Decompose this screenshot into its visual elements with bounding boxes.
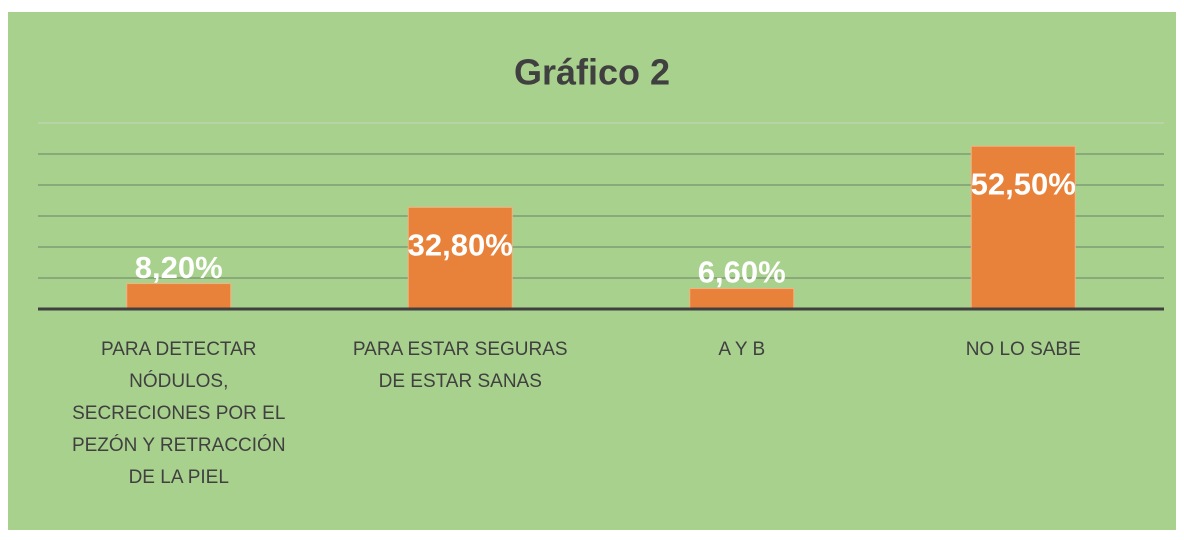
bar — [689, 288, 795, 310]
x-tick-label: A Y B — [718, 339, 766, 360]
chart-title: Gráfico 2 — [514, 52, 670, 93]
x-tick-label: PARA ESTAR SEGURAS DE ESTAR SANAS — [352, 339, 568, 392]
bar — [126, 283, 232, 310]
x-tick-label: NO LO SABE — [965, 339, 1081, 360]
data-label: 6,60% — [698, 255, 786, 290]
x-tick-label: PARA DETECTAR NÓDULOS, SECRECIONES POR E… — [71, 339, 286, 488]
data-label: 52,50% — [971, 166, 1076, 201]
data-label: 8,20% — [135, 250, 223, 285]
data-label: 32,80% — [408, 228, 513, 263]
bar — [407, 206, 513, 310]
